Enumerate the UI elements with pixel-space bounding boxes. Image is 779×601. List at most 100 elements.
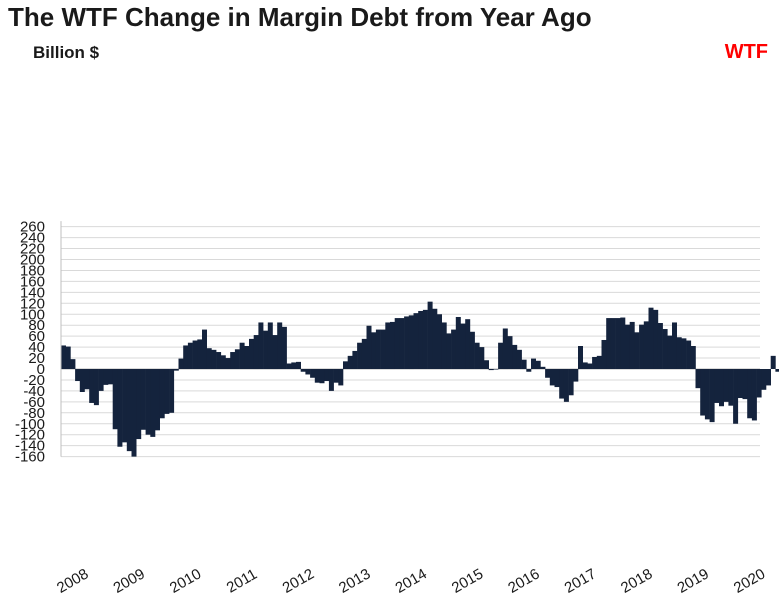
bar bbox=[220, 355, 226, 369]
bar bbox=[709, 369, 715, 423]
bar bbox=[676, 337, 682, 369]
bar bbox=[122, 369, 128, 443]
bar bbox=[361, 338, 367, 369]
bar bbox=[164, 369, 170, 414]
x-tick-label: 2015 bbox=[449, 565, 486, 596]
x-axis-ticks: 2008 2009 2010 2011 2012 2013 2014 2015 2016 2017… bbox=[54, 565, 768, 597]
bar bbox=[643, 321, 649, 369]
bar bbox=[686, 340, 692, 369]
y-tick-label: 200 bbox=[20, 252, 45, 269]
bar bbox=[441, 322, 447, 369]
bar bbox=[286, 363, 292, 369]
bar bbox=[770, 355, 776, 369]
bar bbox=[498, 342, 504, 369]
y-tick-label: 20 bbox=[28, 350, 45, 367]
bar bbox=[620, 317, 626, 369]
bar bbox=[742, 369, 748, 400]
bar bbox=[592, 356, 598, 369]
bar bbox=[775, 369, 779, 372]
bar bbox=[653, 309, 659, 369]
bar bbox=[65, 346, 71, 369]
bar bbox=[582, 362, 588, 369]
y-tick-label: 80 bbox=[28, 317, 45, 334]
bar bbox=[103, 369, 109, 385]
x-tick-label: 2019 bbox=[674, 565, 711, 596]
bar bbox=[126, 369, 132, 452]
bar bbox=[747, 369, 753, 419]
bar bbox=[422, 309, 428, 369]
x-tick-label: 2013 bbox=[336, 565, 373, 596]
bar bbox=[239, 342, 245, 369]
bar bbox=[479, 347, 485, 369]
bar bbox=[625, 324, 630, 369]
x-tick-label: 2017 bbox=[562, 565, 599, 596]
x-tick-label: 2011 bbox=[224, 566, 260, 597]
bar bbox=[230, 352, 236, 369]
bar bbox=[437, 314, 442, 369]
bar bbox=[578, 346, 583, 369]
bar bbox=[695, 369, 701, 389]
x-tick-label: 2009 bbox=[110, 565, 147, 596]
bar bbox=[662, 329, 668, 369]
bar bbox=[728, 369, 734, 406]
bar bbox=[333, 369, 339, 383]
bar bbox=[554, 369, 560, 388]
bar bbox=[714, 369, 720, 403]
bar bbox=[606, 318, 612, 369]
x-tick-label: 2016 bbox=[505, 565, 542, 596]
bar bbox=[178, 358, 184, 369]
bar bbox=[366, 325, 372, 369]
bar bbox=[573, 369, 579, 382]
bar bbox=[267, 322, 273, 369]
bar bbox=[587, 363, 593, 369]
bar bbox=[79, 369, 85, 392]
y-tick-label: 0 bbox=[37, 361, 45, 378]
bar bbox=[216, 352, 222, 369]
bar bbox=[540, 366, 546, 369]
bar bbox=[601, 339, 607, 369]
bar bbox=[234, 349, 240, 369]
bar bbox=[667, 335, 673, 369]
bar bbox=[526, 369, 532, 372]
bar bbox=[394, 318, 400, 369]
bar bbox=[484, 360, 489, 369]
bar bbox=[733, 369, 739, 424]
bar bbox=[305, 369, 311, 375]
bar bbox=[719, 369, 724, 407]
y-tick-label: -100 bbox=[15, 416, 45, 433]
bar bbox=[563, 369, 569, 402]
bar bbox=[206, 348, 212, 369]
bar bbox=[202, 329, 207, 369]
y-tick-label: -160 bbox=[15, 449, 45, 466]
bar bbox=[502, 328, 508, 370]
bar bbox=[568, 369, 574, 396]
bar bbox=[183, 345, 189, 369]
bar bbox=[761, 369, 767, 390]
bar bbox=[145, 369, 151, 435]
bar bbox=[427, 301, 433, 369]
bar bbox=[657, 323, 663, 369]
bar bbox=[89, 369, 95, 403]
bar bbox=[380, 329, 386, 369]
bar bbox=[319, 369, 325, 384]
bar bbox=[98, 369, 104, 391]
bar bbox=[672, 322, 677, 369]
bar bbox=[766, 369, 771, 386]
bar bbox=[375, 329, 381, 369]
bar bbox=[112, 369, 118, 430]
bar bbox=[413, 313, 419, 369]
bar bbox=[296, 361, 301, 369]
y-tick-label: 220 bbox=[20, 241, 45, 258]
bar bbox=[516, 349, 522, 369]
y-tick-label: -140 bbox=[15, 438, 45, 455]
bar bbox=[324, 369, 330, 382]
bar bbox=[385, 322, 391, 369]
bar bbox=[723, 369, 729, 402]
bar bbox=[108, 369, 113, 385]
bar bbox=[648, 307, 654, 369]
bar bbox=[639, 324, 645, 369]
bar bbox=[70, 359, 76, 369]
bar bbox=[173, 369, 179, 371]
bar bbox=[704, 369, 710, 420]
x-tick-label: 2018 bbox=[618, 565, 655, 596]
